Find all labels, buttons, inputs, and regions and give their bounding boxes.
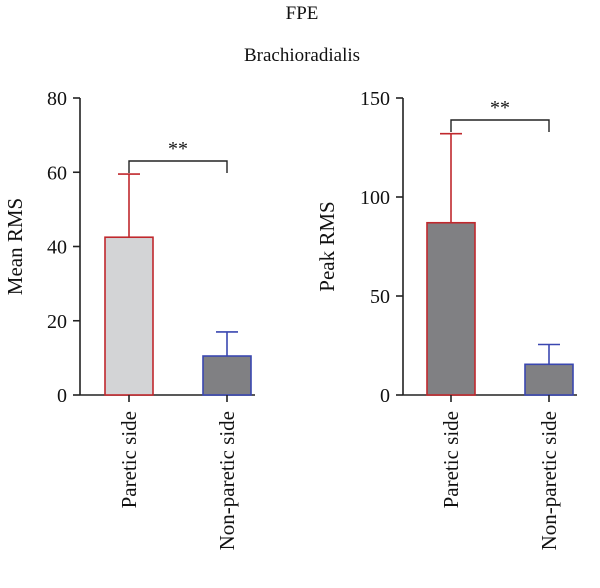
peak-rms-category-label: Non-paretic side	[537, 411, 561, 550]
figure-subtitle: Brachioradialis	[244, 45, 360, 66]
mean-rms-y-tick-label: 80	[47, 88, 67, 110]
mean-rms-y-axis-title: Mean RMS	[3, 198, 27, 295]
mean-rms-bar	[202, 355, 252, 396]
peak-rms-bar	[426, 221, 476, 396]
peak-rms-category-label: Paretic side	[439, 411, 463, 508]
figure-title: FPE	[286, 3, 319, 24]
peak-rms-bar	[524, 363, 574, 396]
peak-rms-panel: 0 50 100 150 Peak RMS Paretic side Non-paretic…	[315, 88, 577, 550]
peak-rms-y-tick-label: 0	[380, 385, 390, 407]
peak-rms-y-tick-label: 100	[360, 187, 390, 209]
peak-rms-significance-marker: **	[490, 97, 510, 119]
mean-rms-panel: 0 20 40 60 80 Mean RMS Paretic side Non-paretic…	[3, 88, 255, 550]
mean-rms-significance-marker: **	[168, 138, 188, 160]
peak-rms-y-tick-label: 150	[360, 88, 390, 110]
mean-rms-y-tick-label: 20	[47, 311, 67, 333]
mean-rms-bar	[104, 236, 154, 396]
mean-rms-y-tick-label: 0	[57, 385, 67, 407]
peak-rms-y-axis-title: Peak RMS	[315, 201, 339, 291]
mean-rms-category-label: Non-paretic side	[215, 411, 239, 550]
mean-rms-y-tick-label: 60	[47, 162, 67, 184]
mean-rms-category-label: Paretic side	[117, 411, 141, 508]
peak-rms-significance-bracket	[450, 119, 550, 132]
mean-rms-y-tick-label: 40	[47, 237, 67, 259]
mean-rms-significance-bracket	[128, 160, 228, 173]
peak-rms-y-tick-label: 50	[370, 286, 390, 308]
